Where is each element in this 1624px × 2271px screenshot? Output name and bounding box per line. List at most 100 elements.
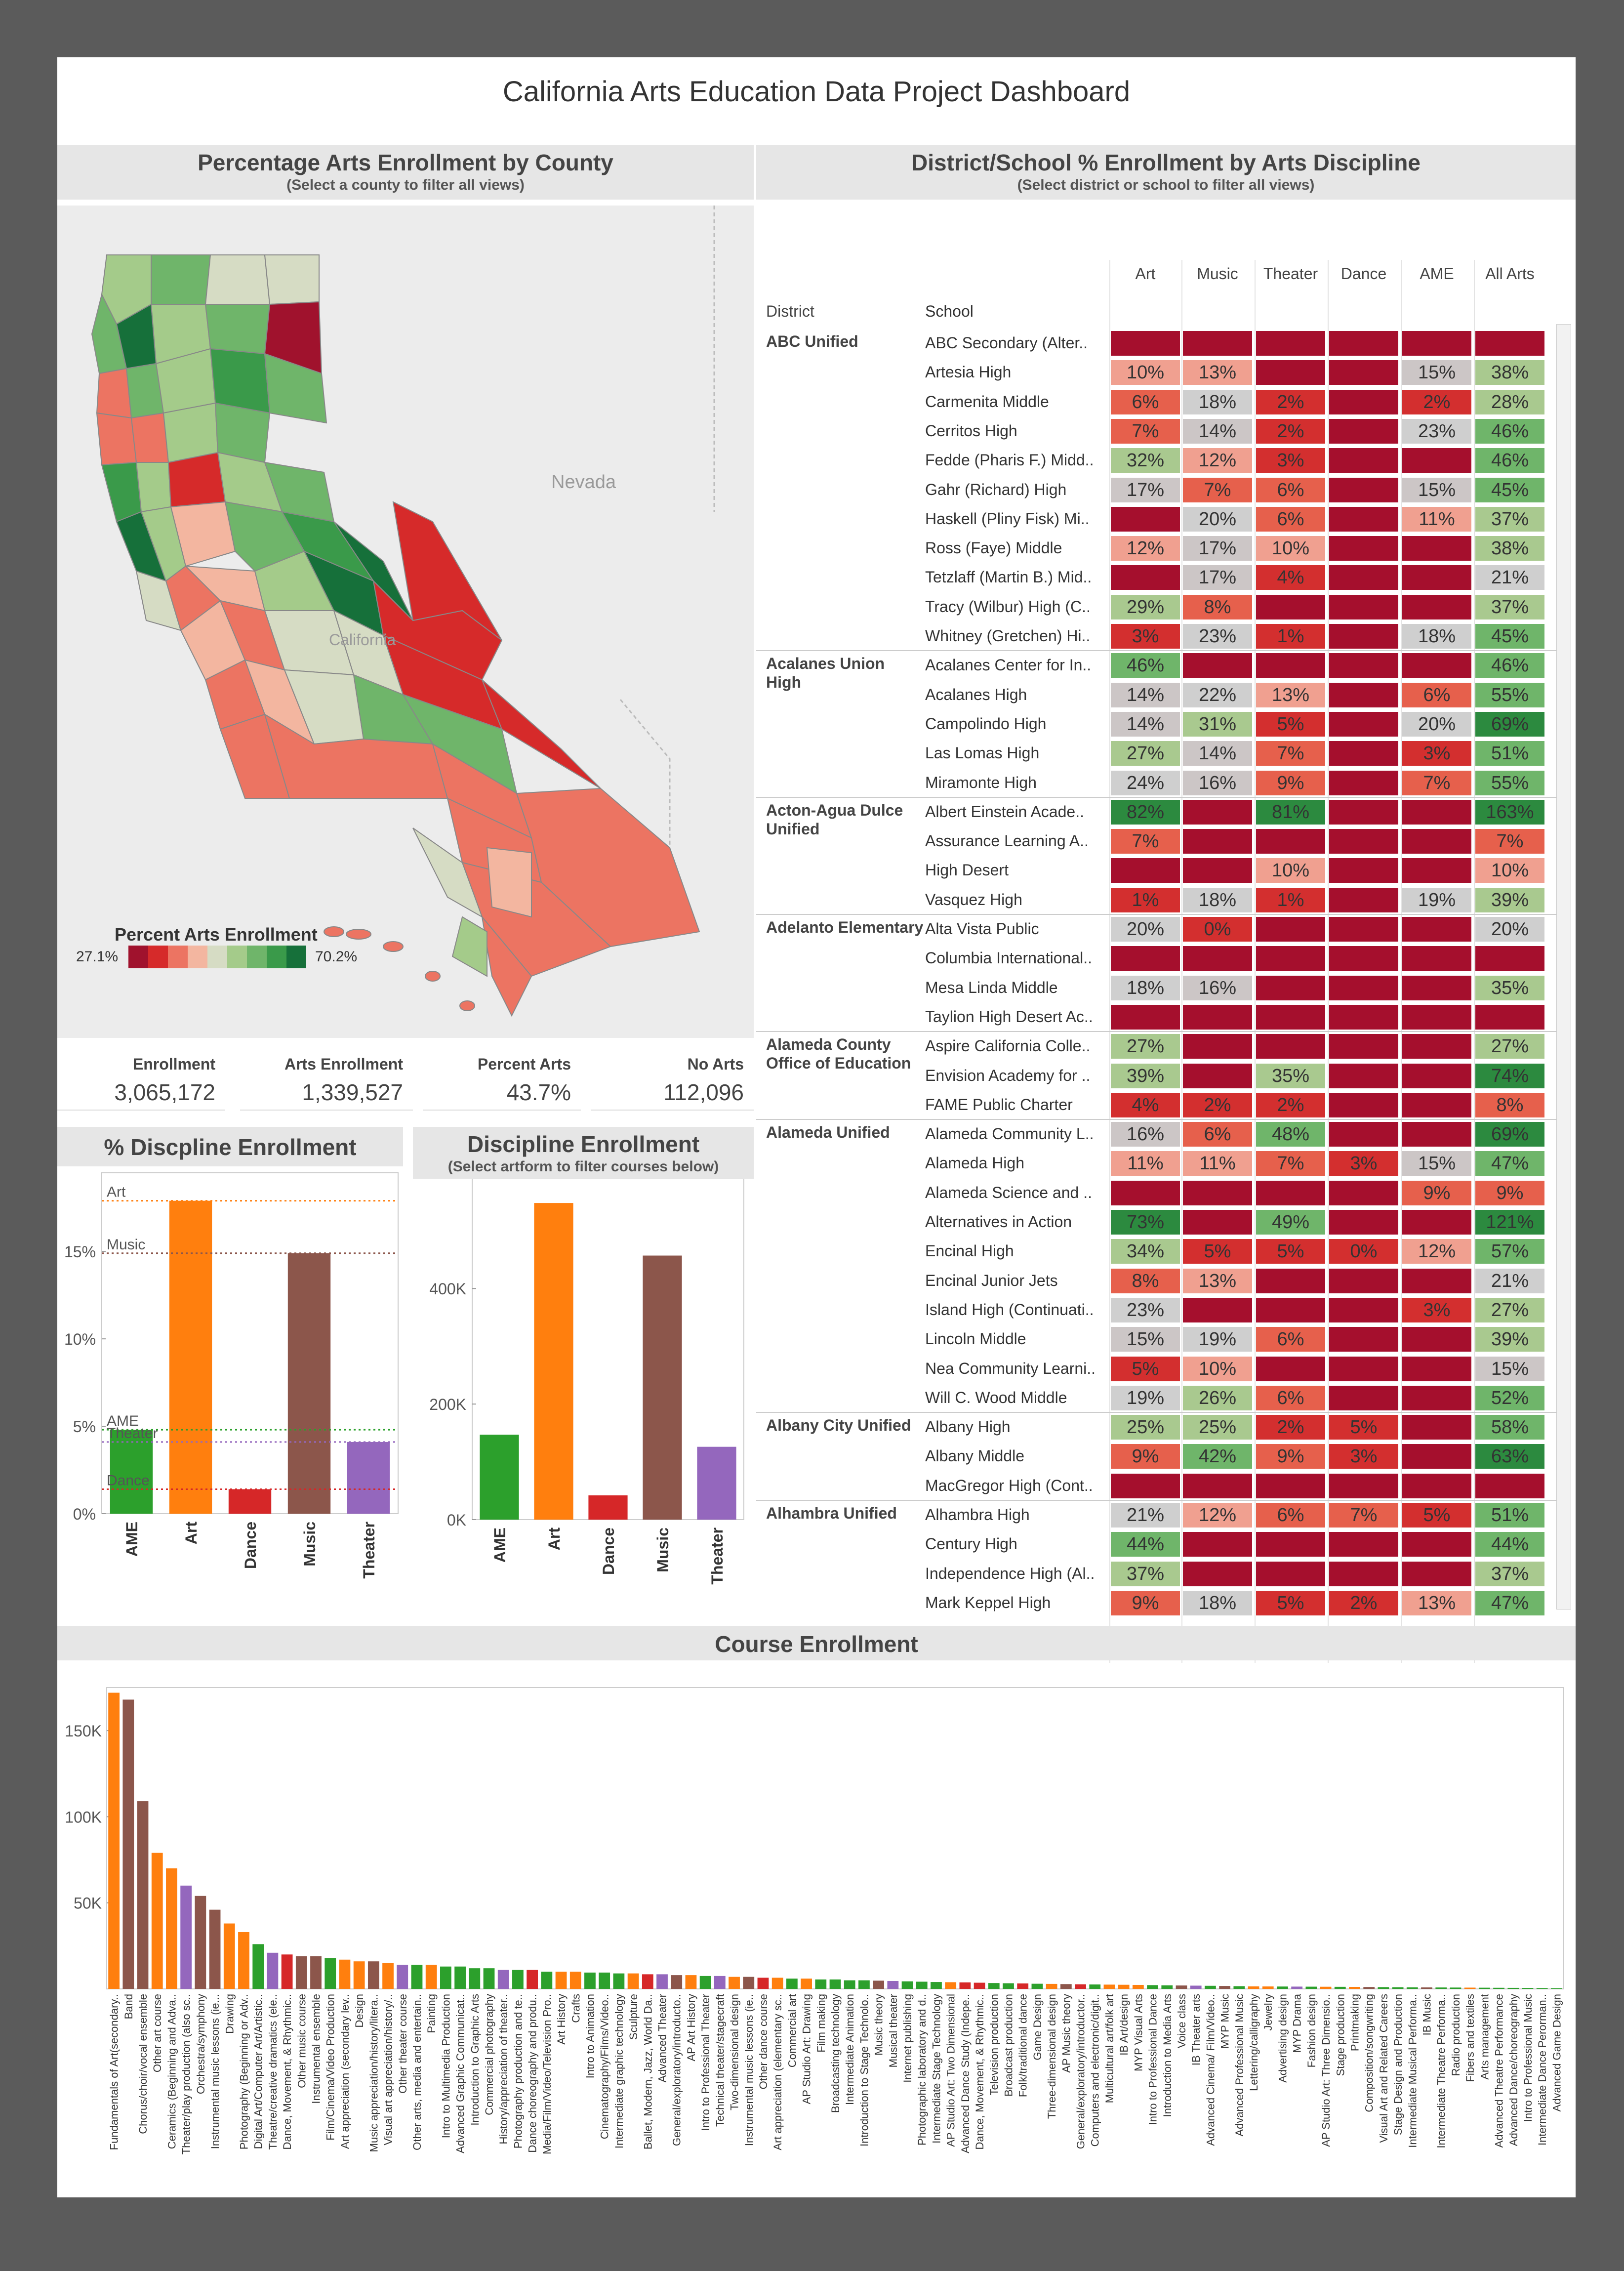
school-name[interactable]: Alameda High (925, 1154, 1024, 1172)
table-cell[interactable]: 17% (1183, 536, 1252, 561)
table-cell[interactable] (1329, 1327, 1398, 1352)
table-cell[interactable] (1402, 448, 1471, 473)
column-header-art[interactable]: Art (1135, 265, 1156, 283)
course-bar[interactable] (440, 1966, 451, 1989)
table-cell[interactable]: 42% (1183, 1444, 1252, 1469)
island-1[interactable] (324, 926, 344, 937)
table-cell[interactable]: 12% (1111, 536, 1180, 561)
school-name[interactable]: Albany Middle (925, 1447, 1024, 1465)
table-cell[interactable] (1256, 360, 1325, 385)
course-bar[interactable] (310, 1956, 322, 1989)
table-cell[interactable]: 18% (1183, 887, 1252, 912)
table-cell[interactable] (1402, 799, 1471, 825)
course-bar[interactable] (1320, 1986, 1332, 1989)
table-cell[interactable]: 18% (1111, 975, 1180, 1000)
bar-art[interactable] (169, 1200, 212, 1514)
district-name[interactable]: ABC Unified (766, 332, 858, 350)
course-bar[interactable] (1349, 1986, 1360, 1989)
table-cell[interactable] (1256, 594, 1325, 619)
course-bar[interactable] (699, 1976, 711, 1989)
table-cell[interactable]: 29% (1111, 594, 1180, 619)
table-cell[interactable]: 24% (1111, 770, 1180, 795)
course-bar[interactable] (1291, 1986, 1303, 1989)
table-cell[interactable]: 163% (1475, 799, 1544, 825)
table-cell[interactable] (1329, 477, 1398, 502)
table-cell[interactable]: 5% (1329, 1415, 1398, 1440)
table-cell[interactable] (1256, 1473, 1325, 1498)
table-cell[interactable]: 16% (1183, 975, 1252, 1000)
table-cell[interactable]: 47% (1475, 1590, 1544, 1615)
table-cell[interactable] (1475, 946, 1544, 971)
table-cell[interactable] (1329, 1180, 1398, 1205)
district-name[interactable]: Acalanes Union High (766, 655, 885, 692)
school-name[interactable]: Tetzlaff (Martin B.) Mid.. (925, 568, 1092, 586)
course-bar[interactable] (1017, 1983, 1029, 1989)
table-cell[interactable] (1402, 653, 1471, 678)
column-header-theater[interactable]: Theater (1263, 265, 1318, 283)
table-cell[interactable] (1183, 1297, 1252, 1322)
table-cell[interactable]: 4% (1256, 565, 1325, 590)
table-cell[interactable]: 38% (1475, 536, 1544, 561)
course-bar[interactable] (1522, 1988, 1534, 1989)
table-cell[interactable] (1111, 565, 1180, 590)
course-bar[interactable] (1536, 1988, 1548, 1989)
county-57[interactable] (451, 916, 487, 977)
table-cell[interactable]: 57% (1475, 1239, 1544, 1264)
table-cell[interactable]: 1% (1256, 624, 1325, 649)
bar-theater[interactable] (697, 1446, 736, 1520)
school-name[interactable]: ABC Secondary (Alter.. (925, 334, 1088, 352)
course-bar[interactable] (295, 1956, 307, 1989)
table-cell[interactable]: 6% (1256, 506, 1325, 532)
table-cell[interactable]: 7% (1475, 829, 1544, 854)
table-cell[interactable] (1111, 1004, 1180, 1030)
table-cell[interactable]: 63% (1475, 1444, 1544, 1469)
table-cell[interactable] (1329, 946, 1398, 971)
table-cell[interactable]: 26% (1183, 1385, 1252, 1410)
table-cell[interactable]: 25% (1183, 1415, 1252, 1440)
table-cell[interactable] (1183, 858, 1252, 883)
table-cell[interactable] (1329, 1063, 1398, 1088)
course-bar[interactable] (339, 1959, 351, 1989)
table-cell[interactable]: 12% (1183, 1503, 1252, 1528)
table-cell[interactable] (1402, 1210, 1471, 1235)
table-cell[interactable] (1183, 1063, 1252, 1088)
course-bar[interactable] (1305, 1986, 1317, 1989)
table-cell[interactable] (1329, 536, 1398, 561)
table-cell[interactable]: 15% (1402, 477, 1471, 502)
course-bar[interactable] (1161, 1985, 1173, 1989)
table-cell[interactable] (1256, 1356, 1325, 1381)
table-cell[interactable]: 15% (1402, 1151, 1471, 1176)
county-52[interactable] (516, 787, 700, 948)
table-cell[interactable] (1475, 1004, 1544, 1030)
bar-music[interactable] (643, 1255, 682, 1520)
table-cell[interactable]: 3% (1256, 448, 1325, 473)
table-cell[interactable]: 47% (1475, 1151, 1544, 1176)
table-cell[interactable] (1256, 1532, 1325, 1557)
course-bar[interactable] (267, 1952, 279, 1989)
table-cell[interactable]: 31% (1183, 711, 1252, 737)
school-name[interactable]: Mesa Linda Middle (925, 978, 1058, 996)
table-cell[interactable]: 39% (1475, 887, 1544, 912)
table-cell[interactable] (1402, 1532, 1471, 1557)
school-name[interactable]: Miramonte High (925, 773, 1037, 791)
table-cell[interactable]: 55% (1475, 682, 1544, 707)
course-bar[interactable] (1277, 1986, 1288, 1989)
table-cell[interactable]: 3% (1402, 1297, 1471, 1322)
course-bar[interactable] (527, 1970, 538, 1989)
table-cell[interactable] (1256, 1268, 1325, 1293)
table-cell[interactable] (1256, 1561, 1325, 1586)
legend-swatch[interactable] (207, 946, 227, 968)
district-name[interactable]: Alhambra Unified (766, 1504, 897, 1522)
course-bar[interactable] (425, 1965, 437, 1989)
legend-swatch[interactable] (188, 946, 207, 968)
table-cell[interactable]: 2% (1256, 389, 1325, 414)
table-cell[interactable]: 27% (1475, 1034, 1544, 1059)
table-scrollbar[interactable] (1556, 324, 1571, 1610)
table-cell[interactable] (1402, 1356, 1471, 1381)
table-cell[interactable] (1183, 946, 1252, 971)
table-cell[interactable] (1329, 506, 1398, 532)
table-cell[interactable]: 35% (1475, 975, 1544, 1000)
counties[interactable] (91, 254, 700, 1017)
table-cell[interactable]: 7% (1256, 741, 1325, 766)
table-cell[interactable]: 46% (1475, 448, 1544, 473)
